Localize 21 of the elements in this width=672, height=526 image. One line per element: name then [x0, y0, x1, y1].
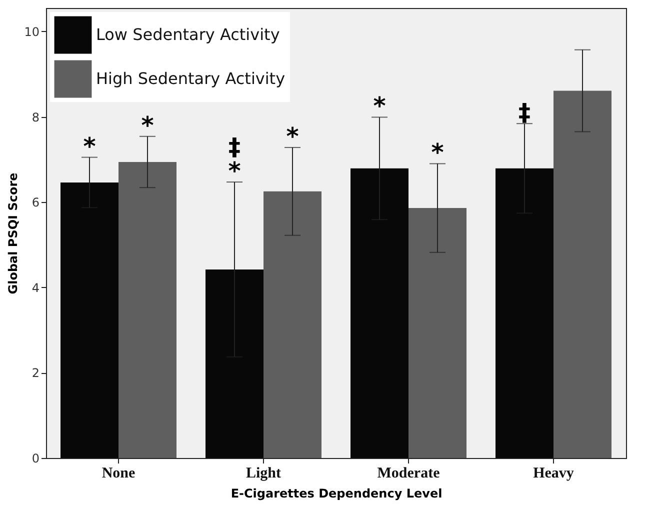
data-label: *	[431, 138, 444, 167]
legend-label: High Sedentary Activity	[96, 69, 286, 88]
data-label: *	[141, 111, 154, 140]
data-label: *	[83, 132, 96, 160]
x-tick-label: Heavy	[533, 466, 574, 482]
data-label: *	[373, 92, 386, 120]
x-tick-label: None	[102, 466, 136, 482]
y-tick-label: 6	[32, 196, 40, 210]
data-label: *	[286, 122, 300, 150]
x-tick-label: Light	[246, 466, 282, 482]
legend-label: Low Sedentary Activity	[96, 25, 280, 44]
y-tick-label: 8	[32, 110, 40, 124]
y-tick-label: 2	[32, 366, 40, 380]
data-label: ‡	[518, 98, 530, 127]
y-tick-label: 10	[24, 24, 40, 39]
y-axis-title: Global PSQI Score	[6, 172, 20, 294]
x-axis-title: E-Cigarettes Dependency Level	[230, 486, 442, 500]
x-tick-label: Moderate	[377, 466, 440, 482]
y-tick-label: 0	[32, 452, 40, 466]
text: ‡ *	[228, 133, 241, 186]
y-tick-label: 4	[32, 280, 40, 295]
